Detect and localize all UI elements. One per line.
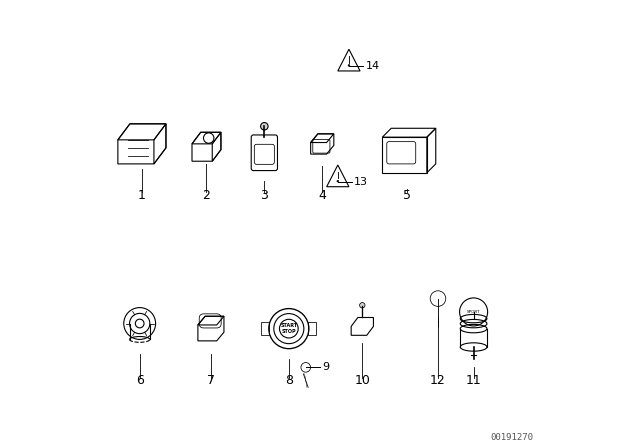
Text: 1: 1 xyxy=(138,189,146,202)
Text: 7: 7 xyxy=(207,374,215,387)
Text: 9: 9 xyxy=(322,362,330,372)
Circle shape xyxy=(260,123,268,130)
Text: START
STOP: START STOP xyxy=(280,323,298,334)
Text: 6: 6 xyxy=(136,374,143,387)
Text: 3: 3 xyxy=(260,189,268,202)
Text: 4: 4 xyxy=(318,189,326,202)
Circle shape xyxy=(337,180,339,182)
Bar xyxy=(308,322,316,335)
Text: 10: 10 xyxy=(355,374,370,387)
Text: 12: 12 xyxy=(430,374,446,387)
Text: 2: 2 xyxy=(202,189,211,202)
Circle shape xyxy=(360,302,365,308)
Text: SPORT: SPORT xyxy=(467,310,481,314)
Bar xyxy=(262,322,269,335)
Text: 14: 14 xyxy=(365,61,380,71)
Text: 11: 11 xyxy=(466,374,481,387)
Text: 8: 8 xyxy=(285,374,293,387)
Text: 13: 13 xyxy=(355,177,368,187)
Text: 00191270: 00191270 xyxy=(491,433,534,442)
Text: 5: 5 xyxy=(403,189,411,202)
Circle shape xyxy=(348,65,350,66)
